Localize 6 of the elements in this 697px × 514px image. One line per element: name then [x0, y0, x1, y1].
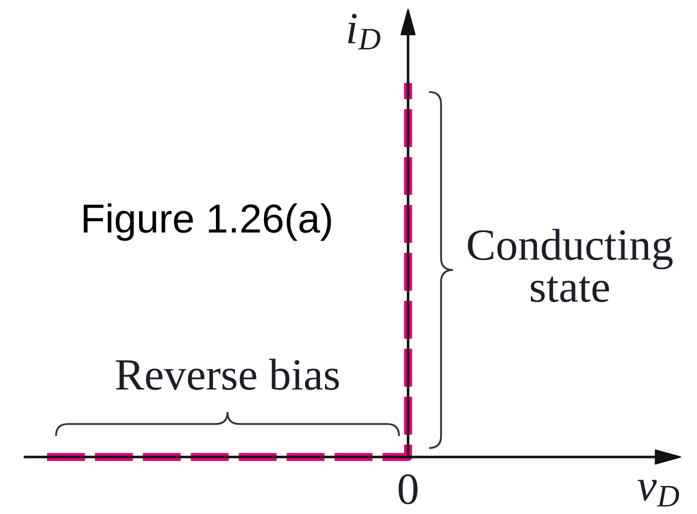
x-axis-title: v$_{D}$: [638, 480, 680, 506]
annotation: Reverse bias: [116, 358, 339, 390]
y-axis-title: i$_{D}$: [348, 14, 380, 50]
annotation: Figure 1.26(a): [84, 203, 331, 241]
annotation: Conducting state: [468, 228, 673, 302]
text: 0: [398, 474, 418, 504]
